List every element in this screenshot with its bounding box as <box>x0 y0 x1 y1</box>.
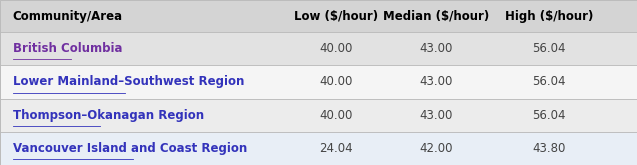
Text: 40.00: 40.00 <box>319 75 352 88</box>
Bar <box>0 0 637 32</box>
Bar <box>0 65 637 99</box>
Bar <box>0 99 637 132</box>
Text: Low ($/hour): Low ($/hour) <box>294 10 378 23</box>
Text: 56.04: 56.04 <box>533 109 566 122</box>
Text: 43.00: 43.00 <box>420 109 453 122</box>
Text: Thompson–Okanagan Region: Thompson–Okanagan Region <box>13 109 204 122</box>
Text: British Columbia: British Columbia <box>13 42 122 55</box>
Text: 43.00: 43.00 <box>420 75 453 88</box>
Text: 56.04: 56.04 <box>533 75 566 88</box>
Text: 42.00: 42.00 <box>420 142 453 155</box>
Text: Vancouver Island and Coast Region: Vancouver Island and Coast Region <box>13 142 247 155</box>
Bar <box>0 132 637 165</box>
Bar <box>0 32 637 65</box>
Text: 40.00: 40.00 <box>319 109 352 122</box>
Text: 43.00: 43.00 <box>420 42 453 55</box>
Text: 56.04: 56.04 <box>533 42 566 55</box>
Text: Median ($/hour): Median ($/hour) <box>383 10 489 23</box>
Text: 43.80: 43.80 <box>533 142 566 155</box>
Text: High ($/hour): High ($/hour) <box>505 10 593 23</box>
Text: 40.00: 40.00 <box>319 42 352 55</box>
Text: Lower Mainland–Southwest Region: Lower Mainland–Southwest Region <box>13 75 244 88</box>
Text: 24.04: 24.04 <box>319 142 352 155</box>
Text: Community/Area: Community/Area <box>13 10 123 23</box>
